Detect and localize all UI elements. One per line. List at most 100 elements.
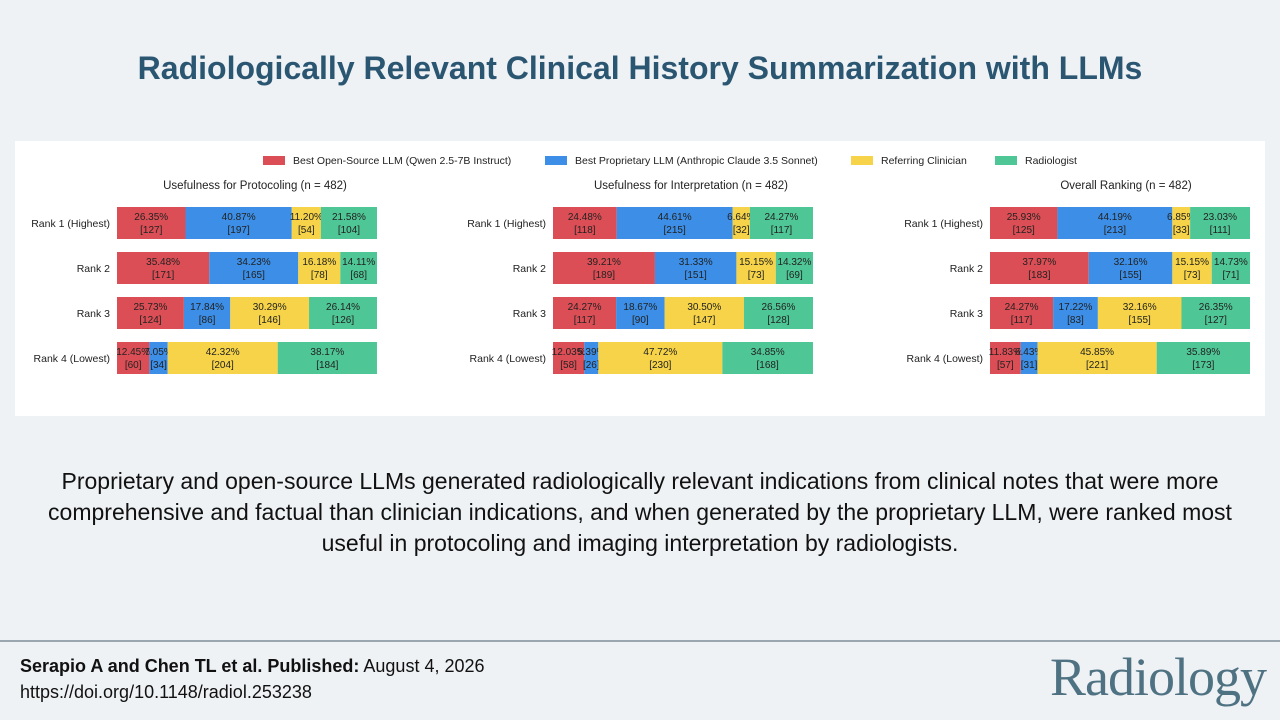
bar-value-label: 37.97% xyxy=(1022,257,1056,268)
bar-count-label: [151] xyxy=(685,270,707,281)
bar-segment xyxy=(1053,297,1098,329)
legend-swatch-3 xyxy=(995,156,1017,165)
bar-count-label: [111] xyxy=(1210,225,1231,236)
bar-segment xyxy=(1181,297,1250,329)
bar-count-label: [68] xyxy=(350,270,367,281)
bar-count-label: [31] xyxy=(1021,360,1038,371)
bar-value-label: 26.14% xyxy=(326,302,360,313)
bar-segment xyxy=(1097,297,1182,329)
page-title: Radiologically Relevant Clinical History… xyxy=(137,50,1143,86)
bar-value-label: 15.15% xyxy=(739,257,773,268)
bar-count-label: [104] xyxy=(338,225,360,236)
bar-value-label: 42.32% xyxy=(206,347,240,358)
bar-segment xyxy=(309,297,377,329)
bar-count-label: [204] xyxy=(212,360,234,371)
legend-swatch-1 xyxy=(545,156,567,165)
chart-title-2: Overall Ranking (n = 482) xyxy=(1060,180,1192,192)
bar-segment xyxy=(1211,252,1251,284)
bar-count-label: [197] xyxy=(228,225,250,236)
bar-segment xyxy=(183,297,231,329)
bar-value-label: 26.56% xyxy=(762,302,796,313)
bar-value-label: 32.16% xyxy=(1114,257,1148,268)
bar-count-label: [128] xyxy=(767,315,789,326)
bar-value-label: 38.17% xyxy=(310,347,344,358)
bar-segment xyxy=(749,207,813,239)
bar-segment xyxy=(1020,342,1038,374)
footer-divider xyxy=(0,640,1280,642)
bar-segment xyxy=(1172,207,1191,239)
bar-count-label: [171] xyxy=(152,270,174,281)
bar-segment xyxy=(553,252,655,284)
bar-count-label: [155] xyxy=(1129,315,1151,326)
bar-count-label: [73] xyxy=(748,270,765,281)
bar-segment xyxy=(117,207,186,239)
bar-value-label: 40.87% xyxy=(222,212,256,223)
citation-date: August 4, 2026 xyxy=(363,656,485,676)
bar-segment xyxy=(990,252,1089,284)
bar-segment xyxy=(1037,342,1157,374)
bar-segment xyxy=(553,207,617,239)
bar-value-label: 32.16% xyxy=(1123,302,1157,313)
bar-count-label: [54] xyxy=(298,225,315,236)
bar-value-label: 44.19% xyxy=(1098,212,1132,223)
bar-segment xyxy=(732,207,750,239)
bar-segment xyxy=(230,297,310,329)
bar-count-label: [213] xyxy=(1104,225,1126,236)
bar-count-label: [117] xyxy=(574,315,596,326)
bar-count-label: [183] xyxy=(1028,270,1050,281)
bar-count-label: [83] xyxy=(1067,315,1084,326)
doi-link[interactable]: https://doi.org/10.1148/radiol.253238 xyxy=(20,682,312,702)
bar-value-label: 7.05% xyxy=(144,347,172,358)
bar-segment xyxy=(117,297,184,329)
bar-value-label: 24.48% xyxy=(568,212,602,223)
bar-segment xyxy=(553,297,617,329)
bar-value-label: 14.32% xyxy=(777,257,811,268)
bar-segment xyxy=(722,342,813,374)
bar-value-label: 11.20% xyxy=(290,212,323,223)
bar-segment xyxy=(654,252,737,284)
bar-segment xyxy=(167,342,278,374)
legend-swatch-0 xyxy=(263,156,285,165)
bar-count-label: [118] xyxy=(574,225,596,236)
bar-value-label: 26.35% xyxy=(134,212,168,223)
bar-segment xyxy=(1172,252,1212,284)
bar-value-label: 34.23% xyxy=(237,257,271,268)
category-label: Rank 4 (Lowest) xyxy=(34,353,110,365)
bar-segment xyxy=(340,252,377,284)
bar-segment xyxy=(117,342,150,374)
category-label: Rank 2 xyxy=(77,263,110,275)
bar-count-label: [78] xyxy=(311,270,328,281)
legend-label-2: Referring Clinician xyxy=(881,155,967,167)
bar-count-label: [221] xyxy=(1086,360,1108,371)
bar-value-label: 5.39% xyxy=(577,347,605,358)
bar-value-label: 30.50% xyxy=(687,302,721,313)
bar-count-label: [230] xyxy=(649,360,671,371)
bar-value-label: 45.85% xyxy=(1080,347,1114,358)
bar-value-label: 23.03% xyxy=(1203,212,1237,223)
bar-value-label: 17.22% xyxy=(1059,302,1093,313)
bar-count-label: [127] xyxy=(140,225,162,236)
bar-count-label: [117] xyxy=(1011,315,1033,326)
chart-panel: Best Open-Source LLM (Qwen 2.5-7B Instru… xyxy=(15,141,1265,416)
legend-label-0: Best Open-Source LLM (Qwen 2.5-7B Instru… xyxy=(293,155,511,167)
bar-count-label: [155] xyxy=(1119,270,1141,281)
bar-value-label: 14.11% xyxy=(342,257,375,268)
citation-authors: Serapio A and Chen TL et al. Published: xyxy=(20,656,360,676)
bar-value-label: 6.64% xyxy=(727,212,755,223)
bar-count-label: [165] xyxy=(243,270,265,281)
bar-count-label: [125] xyxy=(1013,225,1035,236)
bar-count-label: [168] xyxy=(757,360,779,371)
bar-segment xyxy=(553,342,585,374)
bar-value-label: 30.29% xyxy=(253,302,287,313)
bar-count-label: [126] xyxy=(332,315,354,326)
bar-count-label: [71] xyxy=(1223,270,1240,281)
bar-count-label: [60] xyxy=(125,360,142,371)
bar-value-label: 14.73% xyxy=(1214,257,1248,268)
bar-value-label: 21.58% xyxy=(332,212,366,223)
bar-count-label: [124] xyxy=(139,315,161,326)
category-label: Rank 1 (Highest) xyxy=(31,218,110,230)
bar-value-label: 34.85% xyxy=(751,347,785,358)
bar-value-label: 47.72% xyxy=(643,347,677,358)
bar-count-label: [90] xyxy=(632,315,649,326)
summary-text: Proprietary and open-source LLMs generat… xyxy=(48,468,1232,556)
